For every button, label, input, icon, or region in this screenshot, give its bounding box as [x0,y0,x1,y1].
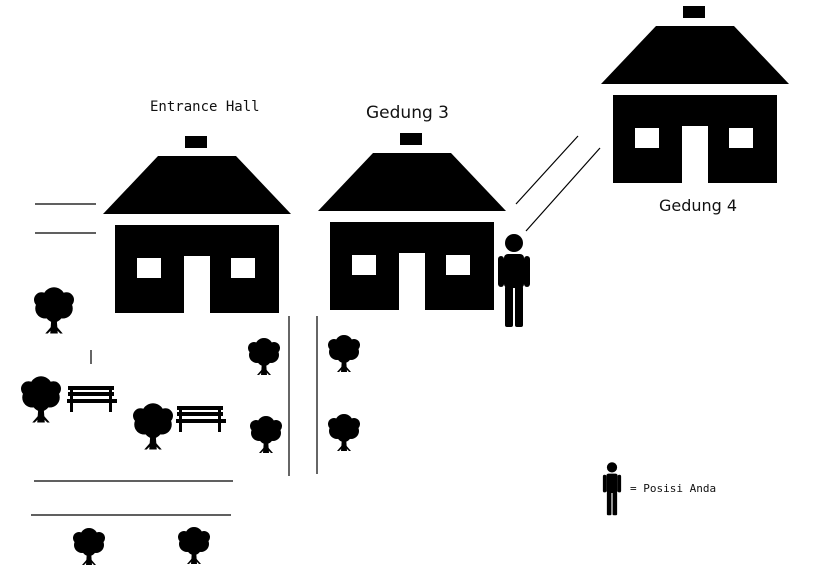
tree-icon [328,335,360,372]
tree-icon [250,416,282,453]
tree-icon [34,287,74,334]
tree-icon [178,527,210,564]
tree-icon [133,403,173,450]
roads [31,135,601,516]
building-entrance-hall[interactable] [103,136,291,313]
road-line [525,147,601,232]
legend-person-icon [602,462,622,516]
tree-icon [21,376,61,423]
tree-icon [248,338,280,375]
bench-icon [67,386,117,412]
entrance-hall-label: Entrance Hall [150,99,260,115]
gedung-3-label: Gedung 3 [366,103,449,123]
you-are-here-person-icon [498,234,530,327]
building-gedung-4[interactable] [601,6,789,183]
road-line [515,135,579,205]
bench-icon [176,406,226,432]
legend-label: = Posisi Anda [630,482,717,495]
building-gedung-3[interactable] [318,133,506,310]
gedung-4-label: Gedung 4 [659,196,738,215]
tree-icon [73,528,105,565]
tree-icon [328,414,360,451]
trees [21,287,360,565]
